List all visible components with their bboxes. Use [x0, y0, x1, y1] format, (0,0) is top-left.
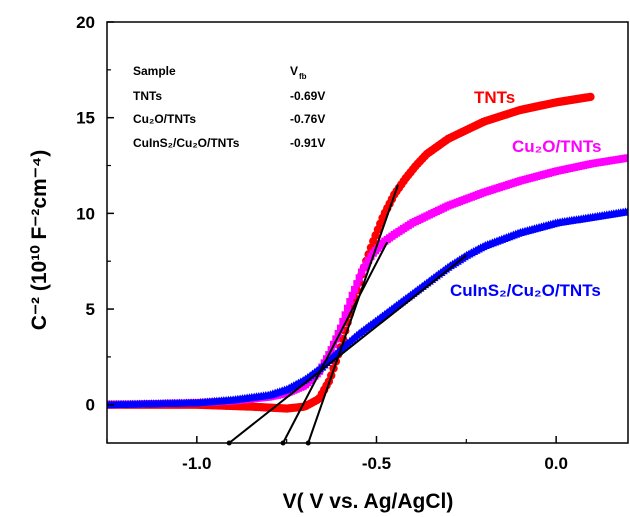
data-point: [360, 264, 368, 272]
data-point: [332, 335, 340, 343]
table-row-sample: TNTs: [133, 89, 162, 103]
data-point: [362, 260, 370, 268]
data-point: [357, 268, 366, 276]
data-point: [364, 256, 373, 265]
table-row-value: -0.76V: [290, 112, 325, 126]
table-header-sample: Sample: [133, 64, 176, 78]
table-header-v: V: [290, 64, 298, 78]
data-point: [346, 298, 354, 306]
fit-lines: [226, 184, 467, 446]
table-row-value: -0.91V: [290, 136, 325, 150]
data-point: [623, 206, 628, 215]
axis-ticks: -1.0 -0.5 0.0 0 5 10 15 20: [76, 13, 568, 473]
fit-line-0: [307, 184, 399, 444]
y-tick-label: 0: [86, 396, 95, 415]
table-header-fb-subscript: fb: [299, 72, 307, 81]
data-point: [624, 154, 628, 162]
series-2: [107, 206, 628, 409]
fit-line-2: [228, 254, 467, 444]
x-tick-label: -1.0: [182, 454, 211, 473]
data-point: [334, 329, 342, 338]
data-point: [336, 324, 345, 332]
data-point: [341, 311, 349, 319]
table-row-sample: Cu₂O/TNTs: [133, 112, 196, 126]
series-label-cu2o-tnts: Cu₂O/TNTs: [512, 137, 601, 156]
y-tick-label: 20: [76, 13, 95, 32]
y-tick-label: 5: [86, 300, 95, 319]
data-point: [353, 280, 361, 288]
series-layer: [107, 92, 628, 413]
data-point: [355, 274, 363, 282]
data-point: [350, 285, 359, 294]
y-tick-label: 15: [76, 109, 95, 128]
data-point: [339, 317, 347, 326]
data-point: [348, 291, 356, 299]
x-tick-label: 0.0: [544, 454, 568, 473]
data-point: [586, 92, 595, 102]
series-label-cuins2-cu2o-tnts: CuInS₂/Cu₂O/TNTs: [450, 281, 601, 300]
table-row-value: -0.69V: [290, 89, 325, 103]
x-axis-title: V( V vs. Ag/AgCl): [283, 490, 454, 513]
plot-frame: [106, 21, 629, 444]
fit-line-1: [282, 241, 389, 444]
y-axis-title: C⁻² (10¹⁰ F⁻²cm⁻⁴): [28, 150, 51, 330]
table-row-sample: CuInS₂/Cu₂O/TNTs: [133, 136, 240, 150]
y-tick-label: 10: [76, 204, 95, 223]
vfb-table: Sample V fb TNTs -0.69V Cu₂O/TNTs -0.76V…: [133, 64, 325, 150]
series-label-tnts: TNTs: [474, 88, 515, 107]
data-point: [343, 304, 352, 312]
x-tick-label: -0.5: [362, 454, 391, 473]
